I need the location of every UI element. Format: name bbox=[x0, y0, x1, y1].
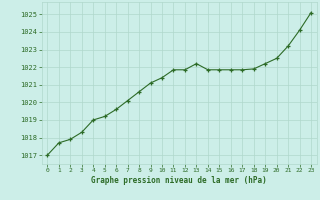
X-axis label: Graphe pression niveau de la mer (hPa): Graphe pression niveau de la mer (hPa) bbox=[91, 176, 267, 185]
